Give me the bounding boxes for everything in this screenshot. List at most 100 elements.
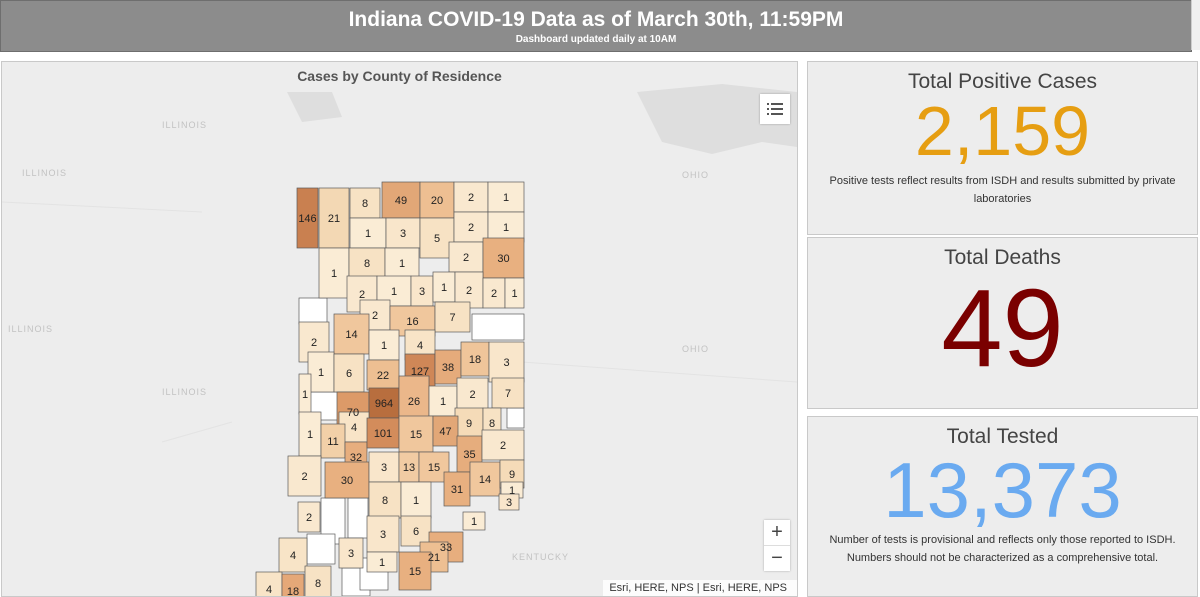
county-polygon[interactable] xyxy=(366,551,398,573)
county-no-cases[interactable] xyxy=(471,313,525,341)
county-case-label: 3 xyxy=(381,462,387,474)
county-case-label: 1 xyxy=(331,268,337,280)
county-polygon[interactable] xyxy=(307,351,335,393)
county-case-label: 30 xyxy=(497,253,509,265)
county-case-label: 4 xyxy=(417,340,423,352)
county-polygon[interactable] xyxy=(297,501,321,533)
county-case-label: 1 xyxy=(302,389,308,401)
county-polygon[interactable] xyxy=(400,481,432,519)
county-case-label: 1 xyxy=(441,282,447,294)
positive-cases-value: 2,159 xyxy=(914,92,1091,170)
county-polygon[interactable] xyxy=(469,461,501,497)
county-polygon[interactable] xyxy=(296,187,319,249)
county-polygon[interactable] xyxy=(324,461,370,499)
county-polygon[interactable] xyxy=(491,377,525,409)
county-polygon[interactable] xyxy=(462,511,486,531)
county-polygon[interactable] xyxy=(318,247,350,299)
county-case-label: 1 xyxy=(511,288,517,300)
county-polygon[interactable] xyxy=(487,211,525,243)
county-polygon[interactable] xyxy=(434,301,471,333)
layer-list-button[interactable] xyxy=(760,94,790,124)
zoom-control: + − xyxy=(764,520,790,571)
county-case-label: 21 xyxy=(328,213,340,225)
county-polygon[interactable] xyxy=(400,515,432,547)
zoom-out-button[interactable]: − xyxy=(764,545,790,571)
county-case-label: 15 xyxy=(409,566,421,578)
county-polygon[interactable] xyxy=(320,423,346,459)
county-case-label: 2 xyxy=(301,471,307,483)
county-polygon[interactable] xyxy=(385,217,421,249)
basemap-label: ILLINOIS xyxy=(162,120,208,130)
basemap-label: OHIO xyxy=(682,344,710,354)
county-case-label: 35 xyxy=(463,449,475,461)
county-polygon[interactable] xyxy=(287,455,322,497)
county-case-label: 2 xyxy=(466,285,472,297)
county-polygon[interactable] xyxy=(482,237,525,279)
county-case-label: 6 xyxy=(346,368,352,380)
county-case-label: 18 xyxy=(287,586,299,596)
county-case-label: 47 xyxy=(439,426,451,438)
county-polygon[interactable] xyxy=(366,417,400,449)
county-case-label: 70 xyxy=(347,407,359,419)
lake-erie-shape xyxy=(637,84,797,154)
page-scrollbar[interactable] xyxy=(1191,0,1200,50)
list-icon xyxy=(767,103,783,115)
county-polygon[interactable] xyxy=(278,537,308,573)
positive-cases-card: Total Positive Cases 2,159 Positive test… xyxy=(807,61,1198,235)
county-case-label: 2 xyxy=(500,440,506,452)
county-polygon[interactable] xyxy=(304,565,332,596)
positive-cases-note: Positive tests reflect results from ISDH… xyxy=(829,175,1176,205)
county-polygon[interactable] xyxy=(481,429,525,461)
tested-note: Number of tests is provisional and refle… xyxy=(829,534,1176,564)
county-polygon[interactable] xyxy=(487,181,525,213)
county-case-label: 4 xyxy=(351,422,357,434)
county-polygon[interactable] xyxy=(368,387,400,419)
county-polygon[interactable] xyxy=(504,277,525,309)
county-case-label: 6 xyxy=(413,526,419,538)
zoom-in-button[interactable]: + xyxy=(771,521,783,543)
county-polygon[interactable] xyxy=(432,415,459,447)
county-no-cases[interactable] xyxy=(347,497,369,539)
county-case-label: 2 xyxy=(306,512,312,524)
county-polygon[interactable] xyxy=(366,359,400,391)
county-case-label: 3 xyxy=(348,548,354,560)
county-polygon[interactable] xyxy=(454,407,484,439)
county-no-cases[interactable] xyxy=(506,407,525,429)
county-polygon[interactable] xyxy=(398,415,434,453)
county-case-label: 11 xyxy=(327,436,338,448)
county-no-cases[interactable] xyxy=(298,297,328,325)
county-polygon[interactable] xyxy=(368,481,402,519)
county-polygon[interactable] xyxy=(348,247,386,279)
county-polygon[interactable] xyxy=(384,247,420,279)
county-polygon[interactable] xyxy=(488,341,525,383)
map-attribution: Esri, HERE, NPS | Esri, HERE, NPS xyxy=(603,580,797,596)
county-polygon[interactable] xyxy=(460,341,490,377)
county-case-label: 38 xyxy=(442,362,454,374)
county-case-label: 7 xyxy=(449,312,455,324)
county-polygon[interactable] xyxy=(428,385,458,417)
map-panel[interactable]: 146 21 8 49 20 2 1 1 3 5 2 1 1 8 1 2 30 2 1 3 1 2 2 1 2 16 7 2 14 1 4 1… xyxy=(1,61,798,597)
county-no-cases[interactable] xyxy=(306,533,336,565)
county-polygon[interactable] xyxy=(448,241,484,273)
county-case-label: 8 xyxy=(382,495,388,507)
county-polygon[interactable] xyxy=(281,573,305,596)
dashboard-subtitle: Dashboard updated daily at 10AM xyxy=(515,34,677,45)
county-polygon[interactable] xyxy=(398,551,432,591)
county-polygon[interactable] xyxy=(338,537,364,569)
county-case-label: 1 xyxy=(503,222,509,234)
county-polygon[interactable] xyxy=(366,515,400,553)
county-polygon[interactable] xyxy=(333,353,365,393)
county-polygon[interactable] xyxy=(456,377,489,411)
county-case-label: 2 xyxy=(468,192,474,204)
positive-cases-title: Total Positive Cases xyxy=(907,70,1098,93)
deaths-card: Total Deaths 49 xyxy=(807,237,1198,409)
county-case-label: 1 xyxy=(509,485,515,497)
county-polygon[interactable] xyxy=(349,187,381,219)
county-polygon[interactable] xyxy=(453,211,489,243)
county-polygon[interactable] xyxy=(255,571,283,596)
county-polygon[interactable] xyxy=(498,493,520,511)
basemap-label: KENTUCKY xyxy=(512,552,570,562)
county-polygon[interactable] xyxy=(419,181,455,219)
